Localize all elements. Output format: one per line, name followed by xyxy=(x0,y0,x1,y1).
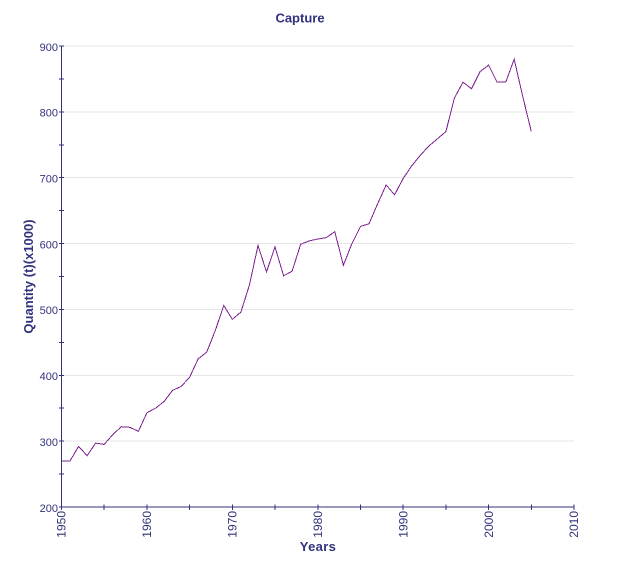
svg-text:Capture: Capture xyxy=(275,11,324,26)
svg-text:1970: 1970 xyxy=(226,511,240,538)
svg-text:400: 400 xyxy=(40,371,58,383)
svg-text:800: 800 xyxy=(40,108,58,120)
svg-text:300: 300 xyxy=(40,437,58,449)
svg-text:Quantity (t)(x1000): Quantity (t)(x1000) xyxy=(21,219,36,333)
svg-text:900: 900 xyxy=(40,42,58,54)
svg-text:1980: 1980 xyxy=(311,511,325,538)
svg-text:2010: 2010 xyxy=(567,511,581,538)
svg-text:1950: 1950 xyxy=(55,511,69,538)
svg-text:2000: 2000 xyxy=(482,511,496,538)
svg-text:600: 600 xyxy=(40,239,58,251)
svg-text:1960: 1960 xyxy=(140,511,154,538)
svg-text:500: 500 xyxy=(40,305,58,317)
svg-text:700: 700 xyxy=(40,174,58,186)
svg-text:Years: Years xyxy=(300,539,336,554)
svg-text:1990: 1990 xyxy=(396,511,410,538)
svg-text:200: 200 xyxy=(40,503,58,515)
